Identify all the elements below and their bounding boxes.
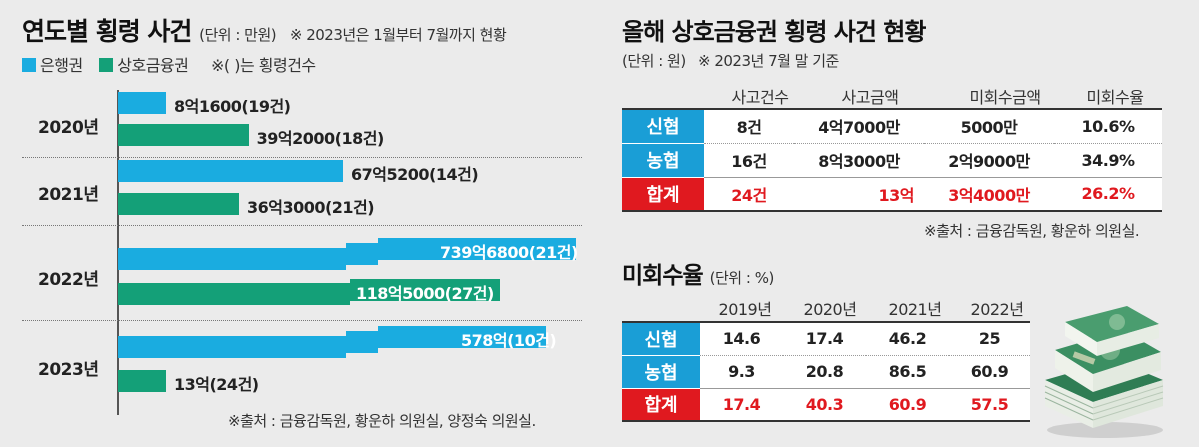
left-unit: (단위 : 만원) — [199, 26, 277, 44]
rb-cell: 20.8 — [783, 355, 866, 389]
rb-cell: 60.9 — [949, 355, 1030, 389]
rb-cell: 46.2 — [866, 322, 949, 356]
rt-cell: 13억 — [794, 177, 924, 211]
legend-swatch-bank — [22, 58, 36, 72]
rt-cell: 16건 — [704, 143, 794, 178]
rb-cell: 86.5 — [866, 355, 949, 389]
right-bottom-table: 신협 14.6 17.4 46.2 25 농협 9.3 20.8 86.5 60… — [622, 321, 1030, 422]
legend-mutual: 상호금융권 — [117, 56, 189, 75]
legend-bank: 은행권 — [40, 56, 83, 75]
rt-col-2: 미회수금액 — [969, 88, 1041, 107]
bank-bar-2 — [118, 248, 346, 270]
rt-cell: 34.9% — [1054, 143, 1162, 178]
rb-col-1: 2020년 — [803, 300, 857, 319]
bank-bar-break-end-3 — [378, 326, 546, 348]
rt-row-label: 신협 — [622, 109, 704, 144]
year-label-2021: 2021년 — [38, 185, 99, 205]
rt-cell: 2억9000만 — [924, 143, 1054, 178]
legend-swatch-mutual — [99, 58, 114, 72]
right-bottom-title: 미회수율 (단위 : %) — [622, 256, 774, 290]
right-top-source: ※출처 : 금융감독원, 황운하 의원실. — [924, 222, 1140, 240]
rt-row-total: 합계 24건 13억 3억4000만 26.2% — [622, 177, 1162, 211]
year-label-2022: 2022년 — [38, 270, 99, 290]
rb-row-total: 합계 17.4 40.3 60.9 57.5 — [622, 388, 1030, 421]
rb-row-label: 농협 — [622, 355, 700, 389]
bank-bar-break-step-3 — [346, 331, 378, 353]
rt-col-1: 사고금액 — [841, 88, 899, 107]
rt-col-3: 미회수율 — [1086, 88, 1144, 107]
rt-cell: 26.2% — [1054, 177, 1162, 211]
mutual-bar-1 — [118, 193, 239, 215]
right-top-subtitle: (단위 : 원) ※ 2023년 7월 말 기준 — [622, 50, 839, 71]
bank-bar-label-3: 578억(10건) — [461, 331, 557, 350]
right-top-note: ※ 2023년 7월 말 기준 — [697, 52, 839, 70]
rt-cell: 5000만 — [924, 109, 1054, 144]
separator-2 — [22, 225, 582, 226]
rt-cell: 8건 — [704, 109, 794, 144]
rb-cell: 14.6 — [700, 322, 783, 356]
separator-1 — [22, 157, 582, 158]
rb-cell: 25 — [949, 322, 1030, 356]
left-note: ※ 2023년은 1월부터 7월까지 현황 — [289, 26, 507, 44]
left-title-text: 연도별 횡령 사건 — [22, 17, 192, 46]
mutual-bar-label-2: 118억5000(27건) — [356, 284, 494, 303]
bar-chart: 8억1600(19건) 39억2000(18건) 67억5200(14건) 36억30… — [118, 92, 578, 394]
rb-row-nonghyup: 농협 9.3 20.8 86.5 60.9 — [622, 355, 1030, 389]
rt-row-label: 합계 — [622, 177, 704, 211]
rb-col-0: 2019년 — [718, 300, 772, 319]
rt-cell: 8억3000만 — [794, 143, 924, 178]
mutual-bar-2 — [118, 283, 350, 305]
rt-cell: 24건 — [704, 177, 794, 211]
rt-row-shinhyup: 신협 8건 4억7000만 5000만 10.6% — [622, 109, 1162, 144]
rb-cell: 17.4 — [700, 388, 783, 421]
bank-bar-0 — [118, 92, 166, 114]
rb-cell: 57.5 — [949, 388, 1030, 421]
mutual-bar-0 — [118, 124, 249, 146]
rb-cell: 17.4 — [783, 322, 866, 356]
bank-bar-1 — [118, 160, 343, 182]
rb-row-label: 합계 — [622, 388, 700, 421]
bank-bar-label-0: 8억1600(19건) — [174, 97, 291, 116]
year-label-2023: 2023년 — [38, 360, 99, 380]
rt-cell: 3억4000만 — [924, 177, 1054, 211]
bank-bar-label-1: 67억5200(14건) — [351, 165, 479, 184]
left-title: 연도별 횡령 사건 (단위 : 만원) ※ 2023년은 1월부터 7월까지 현… — [22, 12, 507, 48]
rt-row-nonghyup: 농협 16건 8억3000만 2억9000만 34.9% — [622, 143, 1162, 178]
rt-cell: 4억7000만 — [794, 109, 924, 144]
rt-cell: 10.6% — [1054, 109, 1162, 144]
rb-row-shinhyup: 신협 14.6 17.4 46.2 25 — [622, 322, 1030, 356]
rb-cell: 9.3 — [700, 355, 783, 389]
left-source: ※출처 : 금융감독원, 황운하 의원실, 양정숙 의원실. — [228, 412, 536, 430]
bank-bar-break-end-2 — [378, 238, 576, 260]
right-bottom-unit: (단위 : %) — [709, 269, 775, 287]
rt-col-0: 사고건수 — [731, 88, 789, 107]
mutual-bar-label-3: 13억(24건) — [174, 375, 259, 394]
rb-col-2: 2021년 — [888, 300, 942, 319]
rb-col-3: 2022년 — [970, 300, 1024, 319]
mutual-bar-label-0: 39억2000(18건) — [256, 129, 385, 148]
rt-row-label: 농협 — [622, 143, 704, 178]
bank-bar-break-step-2 — [346, 243, 378, 265]
legend-note: ※( )는 횡령건수 — [210, 56, 316, 75]
right-top-title: 올해 상호금융권 횡령 사건 현황 — [622, 18, 926, 46]
separator-3 — [22, 320, 582, 321]
rb-row-label: 신협 — [622, 322, 700, 356]
right-bottom-title-text: 미회수율 — [622, 263, 704, 289]
year-label-2020: 2020년 — [38, 118, 99, 138]
bank-bar-label-2: 739억6800(21건) — [440, 243, 578, 262]
rb-cell: 60.9 — [866, 388, 949, 421]
right-top-table: 신협 8건 4억7000만 5000만 10.6% 농협 16건 8억3000만… — [622, 108, 1162, 212]
bank-bar-3 — [118, 336, 346, 358]
right-top-unit: (단위 : 원) — [622, 52, 686, 70]
mutual-bar-label-1: 36억3000(21건) — [246, 198, 375, 217]
left-legend: 은행권 상호금융권 ※( )는 횡령건수 — [22, 52, 316, 76]
rb-cell: 40.3 — [783, 388, 866, 421]
mutual-bar-3 — [118, 370, 166, 392]
mutual-bar-break-end-2 — [350, 279, 500, 301]
money-bundle-icon — [1044, 306, 1164, 438]
